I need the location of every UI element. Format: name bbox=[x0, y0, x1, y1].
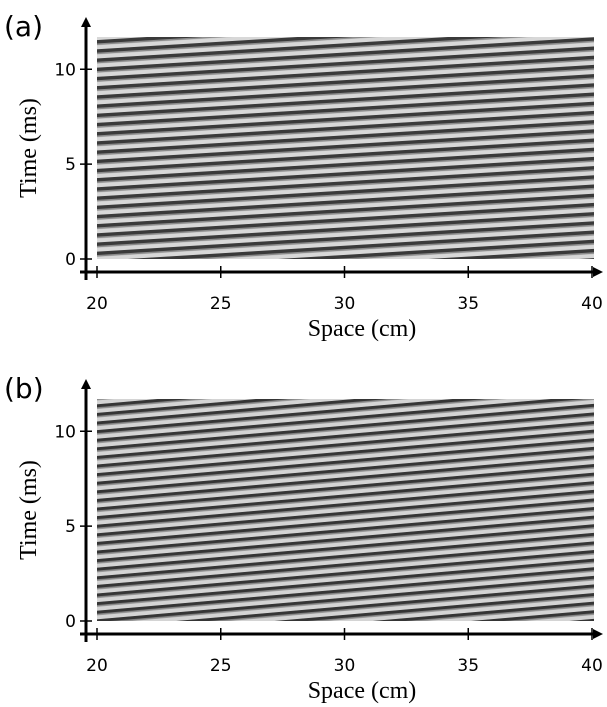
x-tick-label: 25 bbox=[210, 294, 232, 314]
x-tick-label: 40 bbox=[581, 656, 603, 676]
y-tick-label: 0 bbox=[65, 250, 76, 270]
x-tick-label: 30 bbox=[334, 656, 356, 676]
x-tick-label: 40 bbox=[581, 294, 603, 314]
x-axis-label: Space (cm) bbox=[308, 678, 417, 704]
x-tick-label: 20 bbox=[86, 656, 108, 676]
y-tick-label: 5 bbox=[65, 155, 76, 175]
y-tick-label: 10 bbox=[54, 422, 76, 442]
y-tick-label: 10 bbox=[54, 60, 76, 80]
x-tick-label: 20 bbox=[86, 294, 108, 314]
x-tick-label: 35 bbox=[457, 294, 479, 314]
x-axis-label: Space (cm) bbox=[308, 316, 417, 342]
panel-label: (a) bbox=[4, 10, 43, 43]
x-tick-label: 30 bbox=[334, 294, 356, 314]
spacetime-image bbox=[97, 399, 594, 621]
x-tick-label: 35 bbox=[457, 656, 479, 676]
spacetime-image bbox=[97, 37, 594, 259]
y-axis-label: Time (ms) bbox=[16, 98, 42, 198]
panel-label: (b) bbox=[4, 372, 44, 405]
y-tick-label: 0 bbox=[65, 612, 76, 632]
x-tick-label: 25 bbox=[210, 656, 232, 676]
y-axis-label: Time (ms) bbox=[16, 460, 42, 560]
y-tick-label: 5 bbox=[65, 517, 76, 537]
